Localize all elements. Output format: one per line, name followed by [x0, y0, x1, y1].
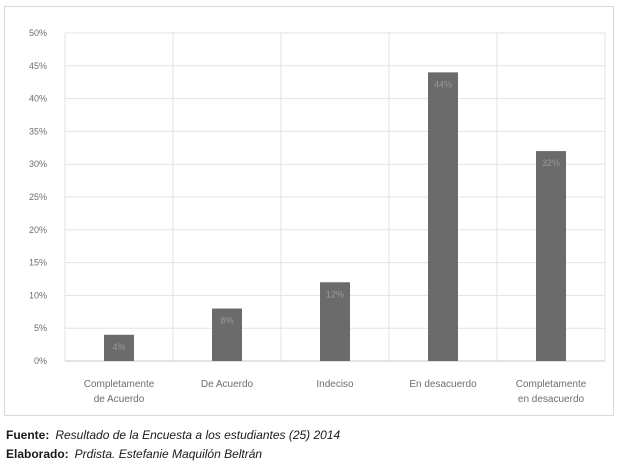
author-text: Prdista. Estefanie Maquilón Beltrán	[74, 447, 263, 461]
bar-data-label: 8%	[220, 316, 233, 326]
y-tick-label: 5%	[34, 323, 47, 333]
x-tick-label: Completamente	[84, 379, 155, 390]
y-tick-label: 0%	[34, 356, 47, 366]
x-tick-label: de Acuerdo	[94, 394, 145, 405]
author-note: Elaborado: Prdista. Estefanie Maquilón Be…	[6, 447, 262, 461]
y-tick-label: 35%	[29, 126, 47, 136]
bar	[320, 282, 350, 361]
bar	[536, 151, 566, 361]
y-tick-label: 40%	[29, 94, 47, 104]
y-tick-label: 50%	[29, 28, 47, 38]
bar-data-label: 4%	[112, 342, 125, 352]
x-tick-label: Completamente	[516, 379, 587, 390]
x-tick-label: en desacuerdo	[518, 394, 585, 405]
x-tick-label: Indeciso	[316, 379, 354, 390]
author-label: Elaborado:	[6, 447, 69, 461]
x-tick-label: En desacuerdo	[409, 379, 477, 390]
bar-data-label: 12%	[326, 289, 344, 299]
y-tick-label: 45%	[29, 61, 47, 71]
bar	[428, 72, 458, 362]
source-note: Fuente: Resultado de la Encuesta a los es…	[6, 428, 340, 442]
chart-frame: 0% 5% 10% 15% 20% 25% 30% 35% 40% 45% 50% 4% Complet…	[4, 6, 614, 416]
y-tick-label: 10%	[29, 290, 47, 300]
y-tick-label: 25%	[29, 192, 47, 202]
x-tick-label: De Acuerdo	[201, 379, 254, 390]
y-tick-label: 30%	[29, 159, 47, 169]
y-tick-label: 20%	[29, 225, 47, 235]
source-text: Resultado de la Encuesta a los estudiant…	[55, 428, 341, 442]
bar-chart: 0% 5% 10% 15% 20% 25% 30% 35% 40% 45% 50% 4% Complet…	[29, 28, 606, 405]
bar-data-label: 44%	[434, 79, 452, 89]
y-tick-label: 15%	[29, 258, 47, 268]
bar	[104, 334, 134, 361]
bar	[212, 308, 242, 361]
source-label: Fuente:	[6, 428, 50, 442]
bar-data-label: 32%	[542, 158, 560, 168]
